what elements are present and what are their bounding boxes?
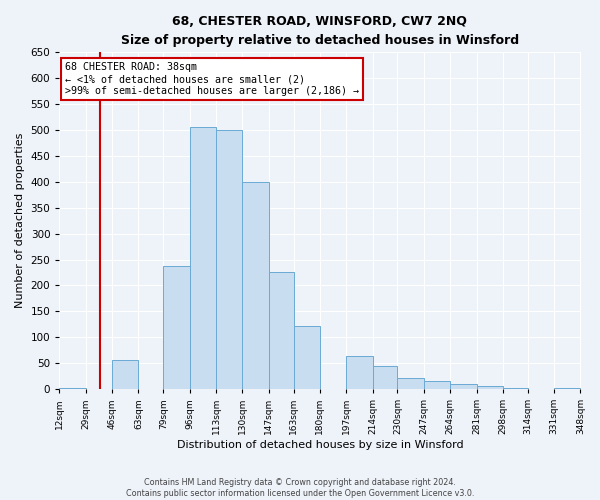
Bar — [373, 366, 397, 389]
Text: Contains HM Land Registry data © Crown copyright and database right 2024.
Contai: Contains HM Land Registry data © Crown c… — [126, 478, 474, 498]
Bar — [190, 128, 216, 389]
Bar — [346, 356, 373, 389]
Bar — [242, 182, 269, 389]
Bar — [554, 388, 580, 389]
X-axis label: Distribution of detached houses by size in Winsford: Distribution of detached houses by size … — [176, 440, 463, 450]
Bar — [59, 388, 86, 389]
Text: 68 CHESTER ROAD: 38sqm
← <1% of detached houses are smaller (2)
>99% of semi-det: 68 CHESTER ROAD: 38sqm ← <1% of detached… — [65, 62, 359, 96]
Bar — [269, 272, 293, 389]
Bar — [397, 378, 424, 389]
Title: 68, CHESTER ROAD, WINSFORD, CW7 2NQ
Size of property relative to detached houses: 68, CHESTER ROAD, WINSFORD, CW7 2NQ Size… — [121, 15, 519, 47]
Bar — [216, 130, 242, 389]
Bar — [112, 360, 139, 389]
Bar — [163, 266, 190, 389]
Bar — [424, 382, 450, 389]
Y-axis label: Number of detached properties: Number of detached properties — [15, 133, 25, 308]
Bar — [293, 326, 320, 389]
Bar — [476, 386, 503, 389]
Bar — [503, 388, 528, 389]
Bar — [450, 384, 476, 389]
